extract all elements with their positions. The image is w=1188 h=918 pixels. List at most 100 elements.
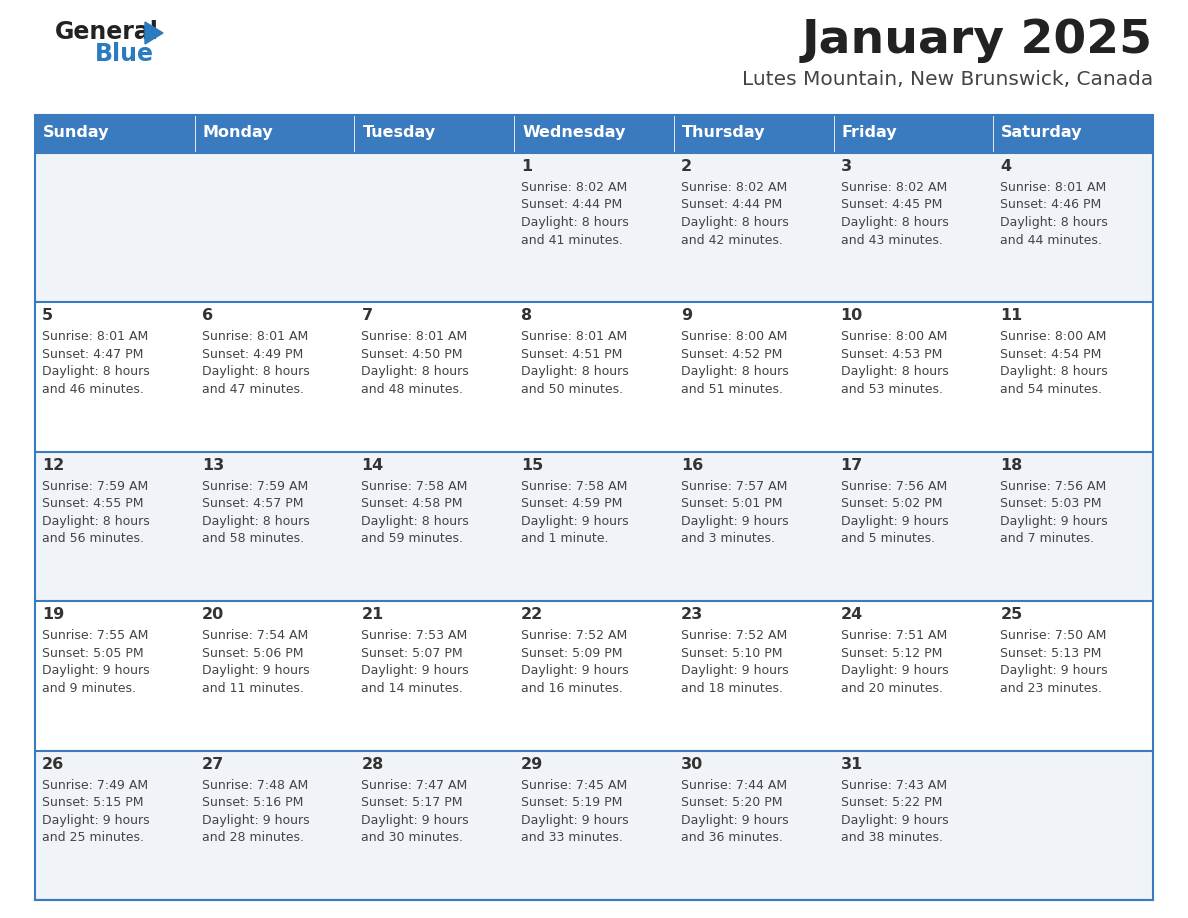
Text: Daylight: 9 hours: Daylight: 9 hours <box>1000 665 1108 677</box>
Text: Sunrise: 8:00 AM: Sunrise: 8:00 AM <box>841 330 947 343</box>
Text: 15: 15 <box>522 458 543 473</box>
Text: Sunset: 5:02 PM: Sunset: 5:02 PM <box>841 498 942 510</box>
Text: Sunset: 4:44 PM: Sunset: 4:44 PM <box>681 198 782 211</box>
Text: 19: 19 <box>42 607 64 622</box>
Text: Thursday: Thursday <box>682 125 765 140</box>
Text: Sunrise: 7:52 AM: Sunrise: 7:52 AM <box>681 629 788 643</box>
Text: Sunrise: 7:48 AM: Sunrise: 7:48 AM <box>202 778 308 791</box>
Text: 11: 11 <box>1000 308 1023 323</box>
Text: and 47 minutes.: and 47 minutes. <box>202 383 304 396</box>
Text: 7: 7 <box>361 308 373 323</box>
Text: Sunrise: 7:58 AM: Sunrise: 7:58 AM <box>522 480 627 493</box>
Text: Daylight: 9 hours: Daylight: 9 hours <box>681 813 789 826</box>
Text: Daylight: 9 hours: Daylight: 9 hours <box>361 665 469 677</box>
Text: Sunset: 5:10 PM: Sunset: 5:10 PM <box>681 646 783 660</box>
Text: Sunset: 4:47 PM: Sunset: 4:47 PM <box>42 348 144 361</box>
Text: and 38 minutes.: and 38 minutes. <box>841 831 942 844</box>
Text: Sunset: 4:44 PM: Sunset: 4:44 PM <box>522 198 623 211</box>
Text: 6: 6 <box>202 308 213 323</box>
Text: Sunset: 5:03 PM: Sunset: 5:03 PM <box>1000 498 1101 510</box>
Text: and 41 minutes.: and 41 minutes. <box>522 233 623 247</box>
Text: Sunrise: 7:47 AM: Sunrise: 7:47 AM <box>361 778 468 791</box>
Text: Sunset: 4:53 PM: Sunset: 4:53 PM <box>841 348 942 361</box>
Text: Sunset: 5:19 PM: Sunset: 5:19 PM <box>522 796 623 809</box>
Bar <box>34 452 1154 601</box>
Polygon shape <box>145 22 163 44</box>
Text: and 50 minutes.: and 50 minutes. <box>522 383 624 396</box>
Text: 10: 10 <box>841 308 862 323</box>
Text: Sunset: 5:12 PM: Sunset: 5:12 PM <box>841 646 942 660</box>
Text: Daylight: 8 hours: Daylight: 8 hours <box>202 515 309 528</box>
Text: Daylight: 8 hours: Daylight: 8 hours <box>841 365 948 378</box>
Text: 29: 29 <box>522 756 543 772</box>
Bar <box>34 115 1154 900</box>
Text: Daylight: 8 hours: Daylight: 8 hours <box>1000 216 1108 229</box>
Bar <box>34 751 1154 900</box>
Text: Daylight: 9 hours: Daylight: 9 hours <box>202 813 309 826</box>
Text: Daylight: 9 hours: Daylight: 9 hours <box>361 813 469 826</box>
Text: 3: 3 <box>841 159 852 174</box>
Text: Daylight: 9 hours: Daylight: 9 hours <box>42 665 150 677</box>
Text: and 42 minutes.: and 42 minutes. <box>681 233 783 247</box>
Text: Blue: Blue <box>95 42 154 66</box>
Text: Sunrise: 8:01 AM: Sunrise: 8:01 AM <box>42 330 148 343</box>
Text: 21: 21 <box>361 607 384 622</box>
Text: Daylight: 8 hours: Daylight: 8 hours <box>522 365 628 378</box>
Text: and 51 minutes.: and 51 minutes. <box>681 383 783 396</box>
Text: Sunset: 5:17 PM: Sunset: 5:17 PM <box>361 796 463 809</box>
Text: and 1 minute.: and 1 minute. <box>522 532 608 545</box>
Text: Sunrise: 8:01 AM: Sunrise: 8:01 AM <box>1000 181 1106 194</box>
Text: Sunset: 5:01 PM: Sunset: 5:01 PM <box>681 498 783 510</box>
Text: Daylight: 9 hours: Daylight: 9 hours <box>841 665 948 677</box>
Text: 5: 5 <box>42 308 53 323</box>
Bar <box>195 115 354 153</box>
Text: Daylight: 8 hours: Daylight: 8 hours <box>42 365 150 378</box>
Text: and 5 minutes.: and 5 minutes. <box>841 532 935 545</box>
Text: Sunrise: 8:01 AM: Sunrise: 8:01 AM <box>202 330 308 343</box>
Text: Monday: Monday <box>203 125 273 140</box>
Bar <box>834 115 993 153</box>
Text: Daylight: 8 hours: Daylight: 8 hours <box>361 515 469 528</box>
Text: Sunrise: 8:01 AM: Sunrise: 8:01 AM <box>361 330 468 343</box>
Text: Daylight: 9 hours: Daylight: 9 hours <box>841 813 948 826</box>
Text: 25: 25 <box>1000 607 1023 622</box>
Text: Daylight: 8 hours: Daylight: 8 hours <box>841 216 948 229</box>
Text: Daylight: 8 hours: Daylight: 8 hours <box>42 515 150 528</box>
Text: and 11 minutes.: and 11 minutes. <box>202 682 304 695</box>
Text: Lutes Mountain, New Brunswick, Canada: Lutes Mountain, New Brunswick, Canada <box>741 70 1154 89</box>
Text: Daylight: 9 hours: Daylight: 9 hours <box>681 665 789 677</box>
Text: 20: 20 <box>202 607 225 622</box>
Text: and 54 minutes.: and 54 minutes. <box>1000 383 1102 396</box>
Text: Daylight: 9 hours: Daylight: 9 hours <box>1000 515 1108 528</box>
Text: 1: 1 <box>522 159 532 174</box>
Text: Sunrise: 8:02 AM: Sunrise: 8:02 AM <box>681 181 788 194</box>
Text: Sunset: 4:54 PM: Sunset: 4:54 PM <box>1000 348 1101 361</box>
Text: and 16 minutes.: and 16 minutes. <box>522 682 623 695</box>
Text: Saturday: Saturday <box>1001 125 1082 140</box>
Bar <box>993 115 1154 153</box>
Text: and 48 minutes.: and 48 minutes. <box>361 383 463 396</box>
Text: and 3 minutes.: and 3 minutes. <box>681 532 775 545</box>
Text: Sunrise: 7:49 AM: Sunrise: 7:49 AM <box>42 778 148 791</box>
Text: Tuesday: Tuesday <box>362 125 436 140</box>
Text: Sunrise: 7:44 AM: Sunrise: 7:44 AM <box>681 778 786 791</box>
Text: Sunset: 4:57 PM: Sunset: 4:57 PM <box>202 498 303 510</box>
Text: 18: 18 <box>1000 458 1023 473</box>
Text: and 43 minutes.: and 43 minutes. <box>841 233 942 247</box>
Text: Sunset: 5:06 PM: Sunset: 5:06 PM <box>202 646 303 660</box>
Text: Sunset: 5:15 PM: Sunset: 5:15 PM <box>42 796 144 809</box>
Text: Sunset: 5:16 PM: Sunset: 5:16 PM <box>202 796 303 809</box>
Text: Sunrise: 7:45 AM: Sunrise: 7:45 AM <box>522 778 627 791</box>
Text: and 23 minutes.: and 23 minutes. <box>1000 682 1102 695</box>
Text: Sunrise: 7:54 AM: Sunrise: 7:54 AM <box>202 629 308 643</box>
Bar <box>34 302 1154 452</box>
Text: Daylight: 8 hours: Daylight: 8 hours <box>522 216 628 229</box>
Text: Sunrise: 7:53 AM: Sunrise: 7:53 AM <box>361 629 468 643</box>
Text: 4: 4 <box>1000 159 1011 174</box>
Text: Sunrise: 8:02 AM: Sunrise: 8:02 AM <box>522 181 627 194</box>
Text: Daylight: 9 hours: Daylight: 9 hours <box>42 813 150 826</box>
Text: Sunrise: 7:59 AM: Sunrise: 7:59 AM <box>42 480 148 493</box>
Text: and 59 minutes.: and 59 minutes. <box>361 532 463 545</box>
Text: Sunset: 4:59 PM: Sunset: 4:59 PM <box>522 498 623 510</box>
Text: Sunset: 4:55 PM: Sunset: 4:55 PM <box>42 498 144 510</box>
